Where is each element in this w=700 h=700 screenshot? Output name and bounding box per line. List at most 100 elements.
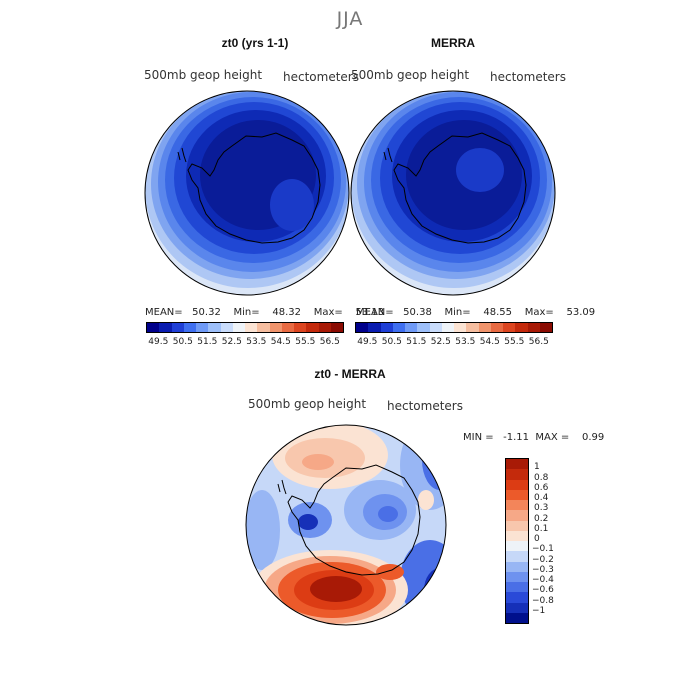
colorbar-panel-2-tick-label: 56.5	[528, 337, 549, 347]
colorbar-panel-2-swatch	[405, 323, 418, 332]
colorbar-panel-1-swatch	[183, 323, 196, 332]
colorbar-panel-1-swatch	[257, 323, 270, 332]
colorbar-difference-tick-label: −0.4	[532, 575, 554, 585]
colorbar-panel-1-tick-label: 50.5	[172, 337, 193, 347]
colorbar-difference-tick-label: 0	[534, 534, 540, 544]
map-panel-1	[145, 91, 349, 295]
difference-variable: 500mb geop height	[248, 397, 367, 411]
colorbar-panel-1-swatch	[306, 323, 319, 332]
colorbar-panel-2-swatch	[490, 323, 503, 332]
colorbar-panel-2-tick-label: 53.5	[455, 337, 476, 347]
panel-2-units: hectometers	[490, 70, 566, 84]
map-difference	[246, 425, 446, 625]
colorbar-panel-2-swatch	[356, 323, 369, 332]
colorbar-panel-1-tick-label: 52.5	[221, 337, 242, 347]
panel-1-title: zt0 (yrs 1-1)	[221, 36, 289, 50]
colorbar-difference-swatch	[506, 582, 528, 593]
colorbar-panel-1-swatch	[208, 323, 221, 332]
colorbar-difference-tick-label: −0.1	[532, 544, 554, 555]
colorbar-panel-2-swatch	[466, 323, 479, 332]
colorbar-panel-2-swatch	[527, 323, 540, 332]
colorbar-difference-swatch	[506, 510, 528, 521]
colorbar-difference-swatch	[506, 561, 528, 572]
colorbar-panel-1-swatch	[196, 323, 209, 332]
colorbar-panel-2-swatch	[392, 323, 405, 332]
colorbar-difference-swatch	[506, 520, 528, 531]
colorbar-panel-1-swatch	[147, 323, 160, 332]
colorbar-difference-tick-label: −0.8	[532, 595, 554, 606]
colorbar-panel-1-swatch	[220, 323, 233, 332]
colorbar-panel-1-swatch	[330, 323, 343, 332]
figure-title: JJA	[336, 8, 364, 30]
panel-2-stats: MEAN= 50.38 Min= 48.55 Max= 53.09	[356, 307, 596, 318]
colorbar-difference-swatch	[506, 612, 528, 623]
colorbar-panel-1-tick-label: 56.5	[319, 337, 340, 347]
colorbar-panel-2-swatch	[368, 323, 381, 332]
colorbar-difference-swatch	[506, 541, 528, 552]
difference-title: zt0 - MERRA	[314, 367, 386, 381]
colorbar-panel-1-swatch	[294, 323, 307, 332]
colorbar-difference-tick-label: 0.1	[534, 523, 549, 534]
colorbar-difference-ticks: 1 0.8 0.6 0.4 0.3 0.2 0.1 0 −0.1 −0.2 −0.3 −0.4 −0.6…	[532, 458, 574, 622]
colorbar-panel-1-swatch	[269, 323, 282, 332]
peninsula-2	[383, 147, 393, 163]
colorbar-panel-2-swatch	[380, 323, 393, 332]
colorbar-panel-1-tick-label: 51.5	[197, 337, 218, 347]
colorbar-difference-swatch	[506, 469, 528, 480]
colorbar-panel-2-swatch	[441, 323, 454, 332]
colorbar-panel-2-ticks: 49.5 50.5 51.5 52.5 53.5 54.5 55.5 56.5	[355, 337, 551, 349]
colorbar-panel-2	[355, 322, 553, 333]
globe-outline-1	[144, 90, 350, 296]
difference-stats: MIN = -1.11 MAX = 0.99	[463, 432, 605, 443]
panel-2-variable: 500mb geop height	[351, 68, 470, 82]
panel-1-variable: 500mb geop height	[144, 68, 263, 82]
antarctica-coastline-2	[393, 132, 527, 244]
colorbar-panel-1-swatch	[159, 323, 172, 332]
colorbar-difference-swatch	[506, 592, 528, 603]
colorbar-difference-swatch	[506, 479, 528, 490]
panel-1-stats: MEAN= 50.32 Min= 48.32 Max= 53.13	[145, 307, 385, 318]
colorbar-panel-2-swatch	[429, 323, 442, 332]
colorbar-difference-tick-label: −1	[532, 605, 546, 616]
antarctica-coastline-3	[287, 464, 421, 576]
colorbar-difference-tick-label: 0.4	[534, 493, 549, 503]
peninsula-3	[277, 479, 287, 495]
colorbar-panel-2-tick-label: 50.5	[381, 337, 402, 347]
colorbar-panel-1-tick-label: 53.5	[246, 337, 267, 347]
colorbar-panel-1-swatch	[171, 323, 184, 332]
panel-1-units: hectometers	[283, 70, 359, 84]
colorbar-difference-tick-label: 0.2	[534, 513, 549, 524]
colorbar-panel-1-swatch	[281, 323, 294, 332]
colorbar-difference-swatch	[506, 602, 528, 613]
difference-units: hectometers	[387, 399, 463, 413]
colorbar-panel-2-tick-label: 55.5	[504, 337, 525, 347]
colorbar-difference-tick-label: 1	[534, 462, 540, 473]
colorbar-panel-1	[146, 322, 344, 333]
colorbar-panel-1-tick-label: 55.5	[295, 337, 316, 347]
colorbar-panel-2-tick-label: 49.5	[357, 337, 378, 347]
colorbar-difference-tick-label: −0.3	[532, 564, 554, 575]
colorbar-difference-swatch	[506, 500, 528, 511]
colorbar-difference-tick-label: 0.6	[534, 482, 549, 493]
globe-outline-2	[350, 90, 556, 296]
peninsula-1	[177, 147, 187, 163]
colorbar-difference-tick-label: −0.6	[532, 585, 554, 596]
colorbar-panel-1-tick-label: 54.5	[270, 337, 291, 347]
colorbar-panel-2-swatch	[539, 323, 552, 332]
colorbar-panel-2-swatch	[503, 323, 516, 332]
colorbar-panel-1-tick-label: 49.5	[148, 337, 169, 347]
colorbar-difference-tick-label: 0.3	[534, 503, 549, 514]
colorbar-difference-swatch	[506, 459, 528, 470]
colorbar-panel-2-tick-label: 52.5	[430, 337, 451, 347]
colorbar-difference-tick-label: −0.2	[532, 554, 554, 565]
colorbar-panel-1-swatch	[245, 323, 258, 332]
map-panel-2	[351, 91, 555, 295]
colorbar-panel-1-swatch	[232, 323, 245, 332]
colorbar-panel-1-swatch	[318, 323, 331, 332]
colorbar-panel-2-swatch	[417, 323, 430, 332]
globe-outline-3	[245, 424, 447, 626]
colorbar-difference-swatch	[506, 489, 528, 500]
colorbar-difference-swatch	[506, 571, 528, 582]
colorbar-panel-2-tick-label: 54.5	[479, 337, 500, 347]
